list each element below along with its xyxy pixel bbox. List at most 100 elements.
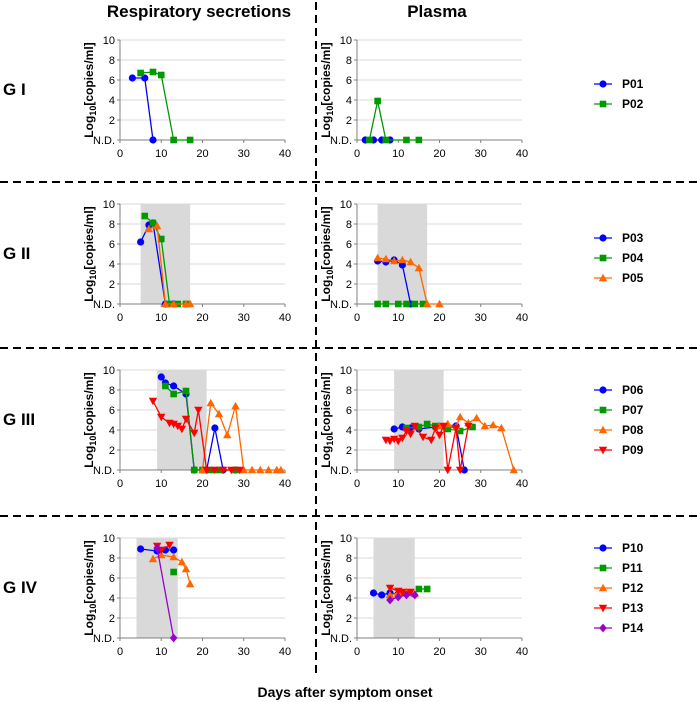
data-point <box>149 68 157 76</box>
legend-label: P13 <box>622 601 644 615</box>
y-tick-label: 2 <box>346 613 352 625</box>
y-tick-label: 8 <box>346 385 352 397</box>
data-point <box>431 424 440 433</box>
data-point <box>410 422 419 431</box>
data-point <box>366 136 373 144</box>
x-axis-title: Days after symptom onset <box>257 684 432 700</box>
series-line <box>389 594 415 601</box>
g-iv-legend: P10 P11 P12 P13 P14 <box>594 541 644 635</box>
data-point <box>411 300 419 308</box>
legend-marker <box>598 425 608 434</box>
y-tick-label: 10 <box>103 199 115 211</box>
g-i-respiratory-plot: N.D. 2 4 6 8 10 0 10 20 30 40 Log10[copies/ml] <box>82 35 291 160</box>
group-label-g-iv: G IV <box>3 578 38 597</box>
y-tick-label: 4 <box>109 593 115 605</box>
data-point <box>137 545 145 553</box>
data-point <box>157 235 165 243</box>
y-tick-label: N.D. <box>330 465 352 477</box>
y-tick-label: 4 <box>109 259 115 271</box>
data-point <box>157 373 165 381</box>
series-p04 <box>374 300 427 308</box>
series-p05 <box>144 221 195 308</box>
x-tick-label: 40 <box>516 478 528 490</box>
data-point <box>402 590 411 600</box>
series-p12 <box>148 550 195 588</box>
y-tick-label: N.D. <box>93 299 115 311</box>
data-point <box>374 300 381 308</box>
data-point <box>152 221 162 230</box>
legend-marker <box>599 386 607 394</box>
y-tick-label: 6 <box>109 239 115 251</box>
group-label-g-iii: G III <box>3 410 35 429</box>
data-point <box>181 415 191 424</box>
shaded-period <box>140 204 191 304</box>
g-iii-plasma-plot: N.D. 2 4 6 8 10 0 10 20 30 40 Log10[copies/ml] <box>319 365 528 490</box>
legend-marker <box>599 564 607 572</box>
data-point <box>472 413 481 422</box>
data-point <box>403 300 410 308</box>
legend-label: P03 <box>622 231 644 245</box>
data-point <box>149 219 157 227</box>
x-tick-label: 0 <box>117 148 123 160</box>
data-point <box>386 595 394 605</box>
x-tick-label: 40 <box>516 148 528 160</box>
data-point <box>186 136 194 144</box>
y-tick-label: 10 <box>103 35 115 47</box>
y-tick-label: N.D. <box>330 299 352 311</box>
x-tick-label: 30 <box>238 148 250 160</box>
legend-label: P05 <box>622 271 644 285</box>
y-tick-label: 8 <box>109 219 115 231</box>
y-tick-label: 6 <box>346 573 352 585</box>
x-tick-label: 20 <box>196 312 208 324</box>
y-tick-label: 10 <box>103 365 115 377</box>
shaded-period <box>373 538 415 638</box>
data-point <box>169 299 178 308</box>
data-point <box>385 584 395 593</box>
data-point <box>427 436 436 445</box>
data-point <box>185 579 195 588</box>
x-tick-label: 30 <box>238 646 250 658</box>
x-tick-label: 0 <box>354 478 360 490</box>
y-axis-title: Log10[copies/ml] <box>319 372 335 467</box>
y-tick-label: 2 <box>109 279 115 291</box>
data-point <box>394 300 402 308</box>
data-point <box>177 425 187 434</box>
data-point <box>419 300 427 308</box>
y-axis-title: Log10[copies/ml] <box>319 206 335 301</box>
series-p14 <box>153 543 178 643</box>
data-point <box>455 466 465 475</box>
y-tick-label: 4 <box>346 95 352 107</box>
x-tick-label: 40 <box>516 312 528 324</box>
data-point <box>153 543 161 553</box>
data-point <box>398 434 407 443</box>
data-point <box>170 382 178 390</box>
data-point <box>157 71 165 79</box>
data-point <box>148 554 158 563</box>
data-point <box>394 592 403 602</box>
data-point <box>231 401 240 410</box>
data-point <box>480 421 490 430</box>
x-tick-label: 40 <box>279 646 291 658</box>
header-respiratory-secretions: Respiratory secretions <box>107 2 291 21</box>
data-point <box>256 465 265 474</box>
x-tick-label: 40 <box>279 148 291 160</box>
data-point <box>406 257 415 266</box>
legend-label: P09 <box>622 443 644 457</box>
data-point <box>169 633 178 643</box>
data-point <box>415 136 423 144</box>
x-tick-label: 0 <box>354 148 360 160</box>
data-point <box>170 390 177 398</box>
y-tick-label: 6 <box>109 75 115 87</box>
y-axis-title: Log10[copies/ml] <box>82 372 98 467</box>
data-point <box>276 465 286 474</box>
data-point <box>444 425 452 433</box>
shaded-period <box>377 204 428 304</box>
y-tick-label: 8 <box>346 553 352 565</box>
y-tick-label: 8 <box>109 55 115 67</box>
data-point <box>170 136 177 144</box>
data-point <box>170 546 178 554</box>
data-point <box>451 424 461 433</box>
data-point <box>169 552 178 561</box>
x-tick-label: 20 <box>433 478 445 490</box>
